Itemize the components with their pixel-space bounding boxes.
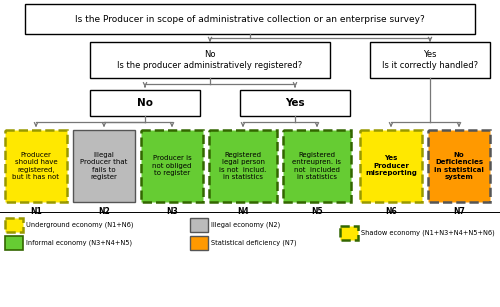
Text: Yes
Is it correctly handled?: Yes Is it correctly handled? [382, 50, 478, 70]
Bar [209, 130, 277, 202]
Text: Illegal
Producer that
fails to
register: Illegal Producer that fails to register [80, 152, 128, 180]
Text: Yes: Yes [285, 98, 305, 108]
Bar [190, 218, 208, 232]
Text: N4: N4 [237, 208, 249, 216]
Bar [190, 236, 208, 250]
Bar [90, 42, 330, 78]
Text: N2: N2 [98, 208, 110, 216]
Text: Statistical deficiency (N7): Statistical deficiency (N7) [211, 240, 296, 246]
Text: N1: N1 [30, 208, 42, 216]
Bar [90, 90, 200, 116]
Bar [240, 90, 350, 116]
Text: Producer
should have
registered,
but it has not: Producer should have registered, but it … [12, 152, 60, 180]
Bar [283, 130, 351, 202]
Bar [340, 226, 358, 240]
Text: Producer is
not obliged
to register: Producer is not obliged to register [152, 156, 192, 177]
Text: N7: N7 [453, 208, 465, 216]
Text: Registered
entreupren. is
not  included
in statistics: Registered entreupren. is not included i… [292, 152, 342, 180]
Text: N3: N3 [166, 208, 178, 216]
Bar [5, 130, 67, 202]
Text: N5: N5 [311, 208, 323, 216]
Bar [5, 236, 23, 250]
Bar [5, 218, 23, 232]
Text: No: No [137, 98, 153, 108]
Bar [370, 42, 490, 78]
Text: Registered
legal person
is not  includ.
in statistics: Registered legal person is not includ. i… [220, 152, 266, 180]
Bar [360, 130, 422, 202]
Text: N6: N6 [385, 208, 397, 216]
Bar [141, 130, 203, 202]
Text: Underground economy (N1+N6): Underground economy (N1+N6) [26, 222, 134, 228]
Text: Shadow economy (N1+N3+N4+N5+N6): Shadow economy (N1+N3+N4+N5+N6) [361, 230, 495, 236]
Text: Is the Producer in scope of administrative collection or an enterprise survey?: Is the Producer in scope of administrati… [75, 14, 425, 24]
Text: Yes
Producer
misreporting: Yes Producer misreporting [365, 156, 417, 177]
Text: No
Deficiencies
in statistical
system: No Deficiencies in statistical system [434, 152, 484, 180]
Bar [25, 4, 475, 34]
Bar [73, 130, 135, 202]
Bar [428, 130, 490, 202]
Text: No
Is the producer administratively registered?: No Is the producer administratively regi… [118, 50, 302, 70]
Text: Informal economy (N3+N4+N5): Informal economy (N3+N4+N5) [26, 240, 132, 246]
Text: Illegal economy (N2): Illegal economy (N2) [211, 222, 280, 228]
